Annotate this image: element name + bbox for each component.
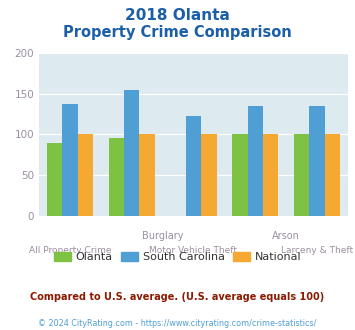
Bar bbox=[309, 106, 325, 216]
Text: Burglary: Burglary bbox=[142, 231, 183, 241]
Text: Motor Vehicle Theft: Motor Vehicle Theft bbox=[149, 247, 237, 255]
Bar bbox=[186, 116, 201, 216]
Bar bbox=[47, 144, 62, 216]
Bar bbox=[78, 135, 93, 216]
Text: Arson: Arson bbox=[272, 231, 300, 241]
Bar bbox=[247, 106, 263, 216]
Text: Larceny & Theft: Larceny & Theft bbox=[281, 247, 353, 255]
Bar bbox=[294, 134, 309, 216]
Bar bbox=[201, 135, 217, 216]
Bar bbox=[109, 138, 124, 216]
Legend: Olanta, South Carolina, National: Olanta, South Carolina, National bbox=[49, 248, 306, 267]
Bar bbox=[62, 104, 78, 216]
Bar bbox=[124, 89, 140, 216]
Bar bbox=[232, 135, 247, 216]
Text: Property Crime Comparison: Property Crime Comparison bbox=[63, 25, 292, 40]
Text: Compared to U.S. average. (U.S. average equals 100): Compared to U.S. average. (U.S. average … bbox=[31, 292, 324, 302]
Bar bbox=[325, 135, 340, 216]
Text: All Property Crime: All Property Crime bbox=[29, 247, 111, 255]
Bar bbox=[140, 135, 155, 216]
Bar bbox=[263, 135, 278, 216]
Text: © 2024 CityRating.com - https://www.cityrating.com/crime-statistics/: © 2024 CityRating.com - https://www.city… bbox=[38, 319, 317, 328]
Text: 2018 Olanta: 2018 Olanta bbox=[125, 8, 230, 23]
